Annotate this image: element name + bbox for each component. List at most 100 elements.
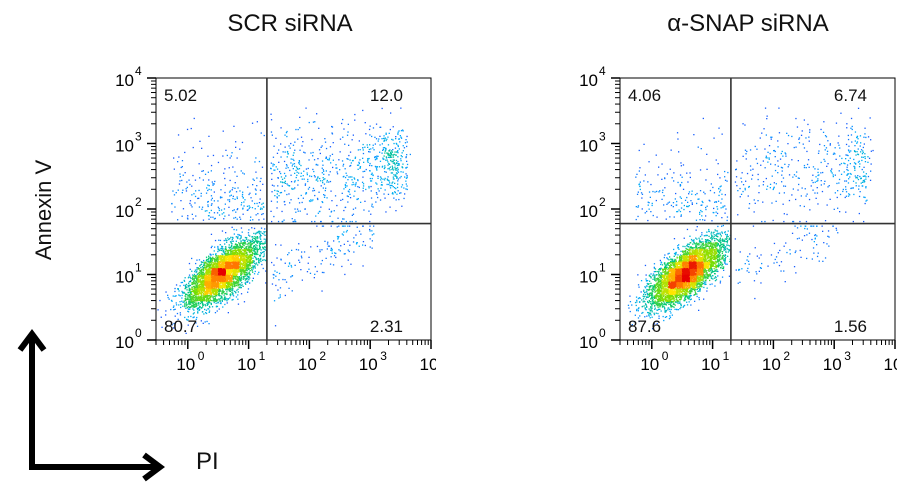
event-dot [199,307,201,309]
event-dot [345,220,347,223]
event-dot [191,300,193,302]
event-dot [208,308,210,310]
event-dot [205,312,207,314]
event-dot [205,259,208,261]
event-dot [227,279,229,281]
event-dot [216,212,219,214]
event-dot [205,282,207,284]
event-dot [314,220,316,223]
event-dot [198,297,200,299]
event-dot [200,263,203,265]
event-dot [234,252,237,255]
event-dot [226,252,228,254]
event-dot [196,286,198,288]
event-dot [262,248,264,250]
event-dot [270,200,273,202]
event-dot [244,271,247,273]
event-dot [221,290,223,292]
event-dot [393,187,396,189]
event-dot [320,146,322,148]
event-dot [322,201,324,204]
event-dot [240,280,242,282]
event-dot [305,168,308,170]
event-dot [199,264,202,266]
event-dot [385,211,387,213]
event-dot [208,264,210,266]
event-dot [236,218,238,220]
event-dot [177,318,179,320]
event-dot [297,249,300,251]
event-dot [294,180,296,182]
event-dot [313,189,316,192]
event-dot [209,257,212,259]
event-dot [259,189,262,191]
event-dot [238,284,240,286]
event-dot [227,288,229,290]
event-dot [212,291,214,294]
event-dot [394,191,396,193]
event-dot [355,220,357,223]
event-dot [227,258,229,260]
event-dot [193,312,195,314]
event-dot [192,298,194,300]
event-dot [215,267,217,269]
event-dot [211,276,213,278]
event-dot [245,259,247,261]
event-dot [229,249,231,252]
event-dot [222,266,224,268]
event-dot [221,255,223,257]
event-dot [249,259,251,262]
event-dot [399,177,401,179]
event-dot [284,204,286,206]
event-dot [374,136,376,138]
event-dot [245,281,247,283]
event-dot [357,149,359,151]
event-dot [254,240,256,242]
event-dot [229,297,231,299]
event-dot [297,128,299,131]
event-dot [397,163,399,165]
event-dot [176,312,179,315]
event-dot [219,279,221,281]
event-dot [371,230,373,232]
event-dot [195,305,197,307]
event-dot [364,200,366,202]
event-dot [286,151,289,153]
event-dot [202,170,204,172]
event-dot [376,166,378,168]
event-dot [270,162,272,164]
event-dot [359,159,361,161]
event-dot [252,250,254,252]
event-dot [291,218,293,220]
event-dot [215,258,217,260]
event-dot [225,278,228,280]
event-dot [251,254,253,256]
event-dot [239,216,241,218]
event-dot [252,271,254,273]
event-dot [212,280,214,282]
event-dot [185,188,187,190]
event-dot [186,186,188,189]
event-dot [232,260,235,263]
event-dot [330,162,332,164]
event-dot [245,252,247,254]
event-dot [382,148,385,151]
event-dot [387,136,389,138]
event-dot [261,213,263,216]
event-dot [226,275,228,277]
event-dot [216,289,218,291]
event-dot [240,240,242,242]
event-dot [211,264,213,266]
event-dot [206,277,208,279]
event-dot [186,289,188,291]
event-dot [230,283,232,285]
event-dot [259,233,261,235]
event-dot [183,300,185,302]
event-dot [247,262,249,264]
event-dot [200,299,202,301]
event-dot [302,175,304,177]
event-dot [251,227,253,229]
event-dot [348,144,350,146]
event-dot [406,166,408,168]
event-dot [237,285,239,287]
